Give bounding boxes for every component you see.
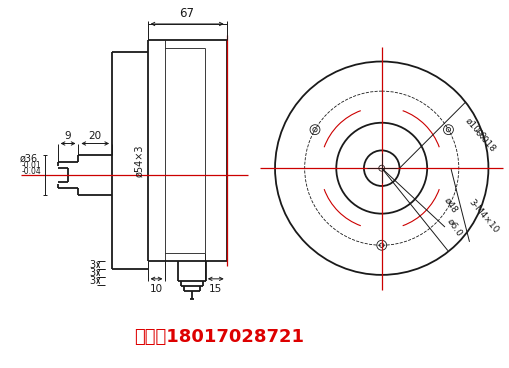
Text: 9: 9: [65, 131, 71, 141]
Text: 3: 3: [89, 276, 95, 286]
Text: 20: 20: [89, 131, 102, 141]
Text: -0.018: -0.018: [471, 127, 497, 154]
Text: 15: 15: [209, 284, 222, 294]
Text: ø54×3: ø54×3: [135, 144, 145, 177]
Text: ø36: ø36: [20, 153, 38, 163]
Text: ø48: ø48: [442, 196, 459, 215]
Text: 手机：18017028721: 手机：18017028721: [134, 328, 304, 346]
Text: ø6.0: ø6.0: [445, 216, 464, 238]
Text: -0.01: -0.01: [21, 161, 41, 170]
Text: 3: 3: [89, 268, 95, 278]
Text: -0.04: -0.04: [21, 167, 41, 176]
Text: 10: 10: [150, 284, 163, 294]
Text: ø10-0: ø10-0: [463, 117, 487, 142]
Text: 67: 67: [180, 7, 194, 20]
Text: 3: 3: [89, 260, 95, 270]
Text: 3-M4×10: 3-M4×10: [467, 198, 501, 235]
